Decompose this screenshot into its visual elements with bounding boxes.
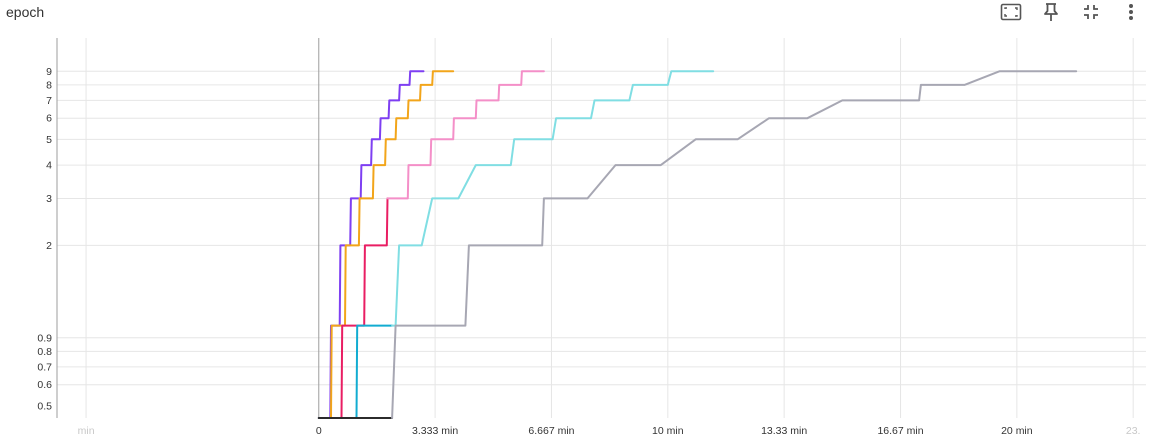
y-tick-label: 9 (46, 66, 52, 78)
x-tick-label: 0 (316, 425, 322, 437)
series-line-6 (391, 70, 715, 327)
more-vert-icon (1129, 4, 1133, 20)
x-tick-label: 23. (1126, 425, 1141, 437)
x-tick-label: 20 min (1001, 425, 1033, 437)
x-tick-label: 6.667 min (528, 425, 574, 437)
x-tick-label: 13.33 min (761, 425, 807, 437)
y-tick-label: 0.6 (37, 379, 52, 391)
pin-button[interactable] (1031, 0, 1071, 24)
y-tick-label: 0.8 (37, 346, 52, 358)
x-tick-label: 3.333 min (412, 425, 458, 437)
series-line-8 (391, 70, 1078, 419)
x-tick-label: 10 min (652, 425, 684, 437)
y-tick-label: 2 (46, 240, 52, 252)
y-tick-label: 0.9 (37, 332, 52, 344)
y-tick-label: 6 (46, 113, 52, 125)
x-axis-ticks: min 0 3.333 min 6.667 min 10 min 13.33 min 16.… (78, 425, 1141, 437)
fullscreen-exit-icon (1084, 5, 1098, 19)
fullscreen-exit-button[interactable] (1071, 0, 1111, 24)
fit-domain-button[interactable] (991, 0, 1031, 24)
y-tick-label: 8 (46, 79, 52, 91)
pin-icon (1044, 3, 1058, 21)
y-tick-label: 4 (46, 160, 52, 172)
chart-title: epoch (6, 4, 45, 20)
y-tick-label: 0.5 (37, 400, 52, 412)
series-lines (317, 70, 1078, 419)
y-tick-label: 0.7 (37, 361, 52, 373)
y-tick-label: 7 (46, 95, 52, 107)
grid-lines (57, 38, 1146, 418)
y-tick-label: 5 (46, 134, 52, 146)
x-tick-label: 16.67 min (877, 425, 923, 437)
x-tick-label: min (78, 425, 95, 437)
series-line-2 (317, 70, 455, 419)
card-toolbar (991, 0, 1151, 24)
more-options-button[interactable] (1111, 0, 1151, 24)
y-tick-label: 3 (46, 193, 52, 205)
y-axis-ticks: 0.5 0.6 0.7 0.8 0.9 2 3 4 5 6 7 89 (37, 66, 52, 413)
fit-domain-icon (1000, 3, 1022, 21)
series-line-1 (317, 70, 425, 419)
series-line-4 (386, 70, 545, 200)
